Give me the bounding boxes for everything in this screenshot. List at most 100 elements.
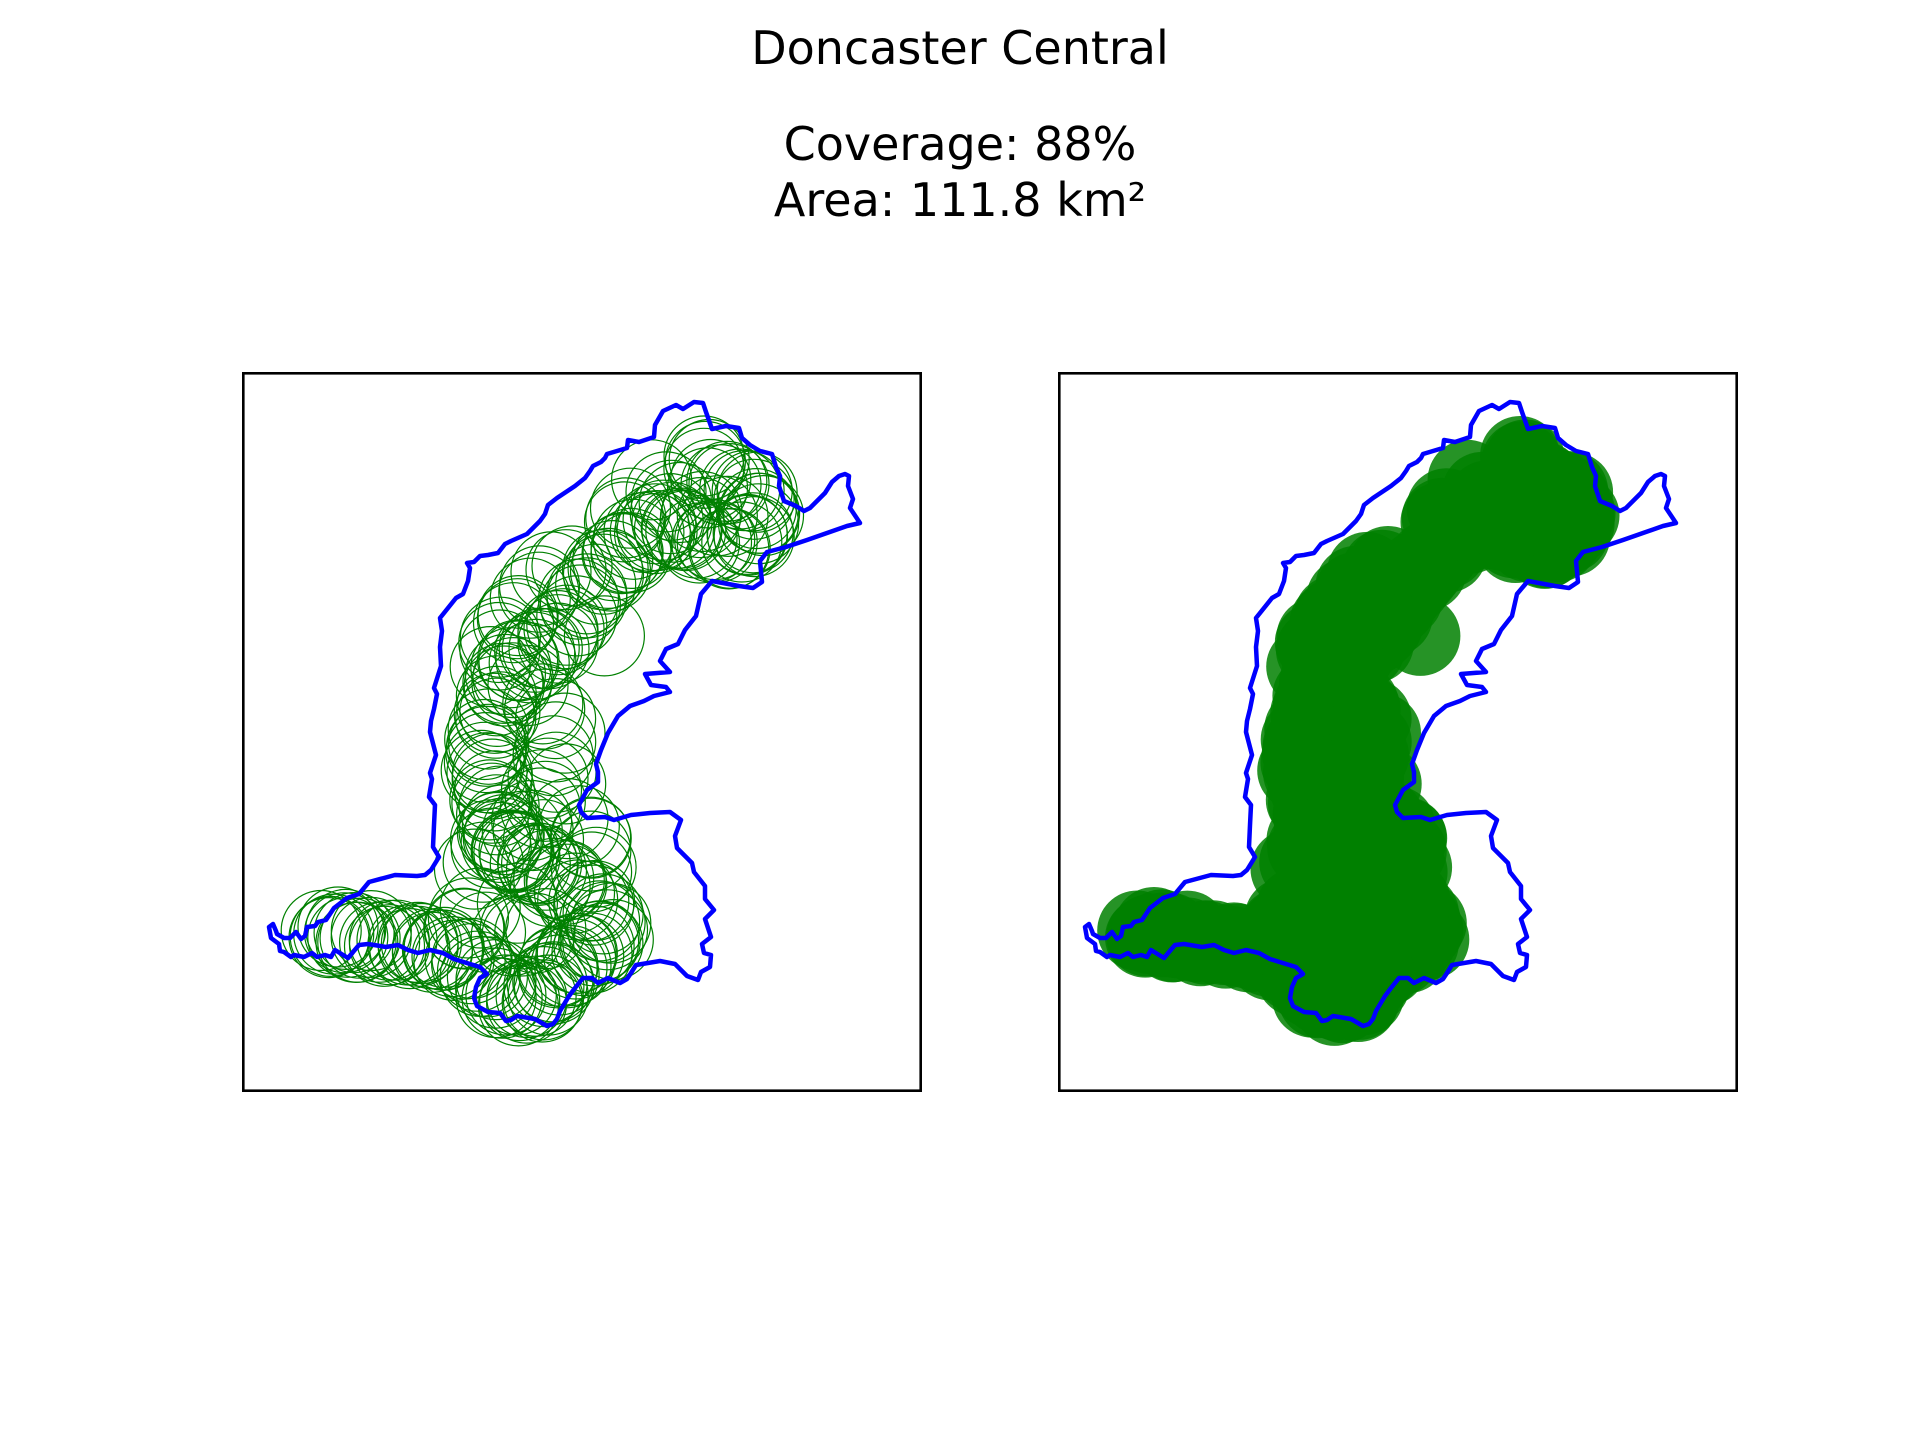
coverage-circle	[536, 912, 618, 994]
axes-frame	[1058, 372, 1738, 1092]
coverage-map-outline-panel	[242, 372, 922, 1092]
coverage-circle	[507, 737, 589, 819]
coverage-circle	[629, 473, 711, 555]
coverage-circle	[563, 595, 645, 677]
coverage-circle	[449, 759, 531, 841]
coverage-circle	[479, 959, 561, 1042]
coverage-circle	[712, 492, 794, 574]
coverage-circle	[427, 877, 509, 959]
coverage-circle	[476, 862, 558, 944]
coverage-circle	[510, 531, 592, 613]
coverage-circle	[567, 527, 649, 609]
coverage-circle	[498, 551, 580, 633]
coverage-circle	[1296, 889, 1377, 970]
axes-frame	[242, 372, 922, 1092]
coverage-circle	[550, 797, 632, 879]
chart-title: Doncaster Central	[751, 21, 1169, 75]
coverage-circle	[459, 596, 541, 678]
coverage-circle	[330, 889, 412, 972]
constituency-boundary	[266, 399, 863, 1029]
coverage-circle	[501, 823, 583, 905]
coverage-circle	[476, 578, 558, 660]
coverage-circle	[562, 873, 644, 955]
coverage-circle	[585, 477, 667, 559]
coverage-circle	[462, 642, 544, 724]
coverage-circle	[524, 692, 606, 774]
coverage-circle	[525, 743, 607, 825]
coverage-circle	[463, 794, 545, 876]
coverage-circle	[470, 627, 552, 709]
coverage-circle	[500, 749, 583, 831]
coverage-circle	[706, 494, 789, 576]
coverage-circle	[494, 892, 576, 974]
coverage-circle	[525, 529, 607, 611]
coverage-circle	[451, 762, 533, 844]
coverage-circle	[638, 461, 720, 544]
coverage-circle	[481, 895, 563, 977]
coverage-circle	[479, 888, 561, 970]
coverage-circle	[515, 678, 597, 760]
coverage-circle	[687, 475, 769, 557]
coverage-circle	[369, 907, 451, 990]
coverage-circle	[561, 529, 644, 611]
coverage-circle	[315, 901, 397, 984]
coverage-map-filled-panel	[1058, 372, 1738, 1092]
coverage-circle	[562, 533, 645, 615]
coverage-circle	[465, 954, 547, 1036]
coverage-circle	[472, 637, 554, 719]
coverage-circle	[661, 470, 743, 553]
coverage-circle	[449, 626, 531, 708]
area-label: Area: 111.8 km²	[773, 173, 1147, 227]
coverage-circle	[631, 481, 713, 563]
coverage-circle	[450, 807, 532, 889]
coverage-circle	[622, 479, 704, 561]
coverage-circle	[313, 891, 395, 974]
coverage-circle	[471, 811, 553, 893]
coverage-circle	[551, 831, 633, 913]
coverage-circle	[472, 582, 555, 664]
coverage-circle	[424, 888, 506, 970]
coverage-circle	[1400, 481, 1481, 562]
coverage-circle	[583, 481, 666, 563]
coverage-circle	[504, 668, 586, 750]
coverage-circle	[458, 765, 540, 847]
coverage-circle	[348, 904, 431, 986]
coverage-circle	[716, 451, 798, 533]
coverage-circle	[555, 826, 637, 908]
coverage-circle	[498, 607, 580, 689]
coverage-circle	[442, 821, 524, 903]
coverage-circle	[297, 886, 379, 968]
coverage-circle	[630, 459, 712, 541]
coverage-circle	[439, 867, 521, 949]
coverage-circle	[502, 663, 584, 745]
coverage-circle	[459, 609, 541, 691]
coverage-circle	[550, 810, 632, 892]
coverage-circle	[526, 584, 608, 666]
coverage-circle	[538, 785, 620, 867]
coverage-circle	[423, 887, 505, 969]
coverage-circles-filled	[1097, 416, 1620, 1046]
coverage-circle	[1380, 595, 1461, 676]
coverage-circle	[676, 475, 758, 557]
coverage-circle	[487, 644, 569, 727]
coverage-circle	[589, 467, 672, 549]
coverage-circle	[663, 427, 745, 509]
coverage-circles-outline	[280, 415, 805, 1047]
constituency-boundary	[1082, 399, 1679, 1029]
coverage-circle	[526, 843, 608, 925]
coverage-circle	[659, 477, 741, 559]
coverage-circle	[470, 895, 552, 977]
coverage-circle	[1341, 743, 1422, 824]
coverage-label: Coverage: 88%	[783, 117, 1137, 171]
coverage-circle	[539, 564, 621, 646]
coverage-circle	[517, 594, 599, 676]
coverage-circle	[455, 677, 537, 759]
coverage-circle	[502, 799, 585, 881]
coverage-circle	[701, 501, 783, 583]
coverage-circle	[611, 439, 693, 521]
coverage-circle	[319, 897, 401, 979]
coverage-circle	[526, 927, 608, 1009]
coverage-circle	[625, 451, 707, 533]
coverage-circle	[440, 729, 522, 811]
coverage-circle	[536, 575, 618, 657]
